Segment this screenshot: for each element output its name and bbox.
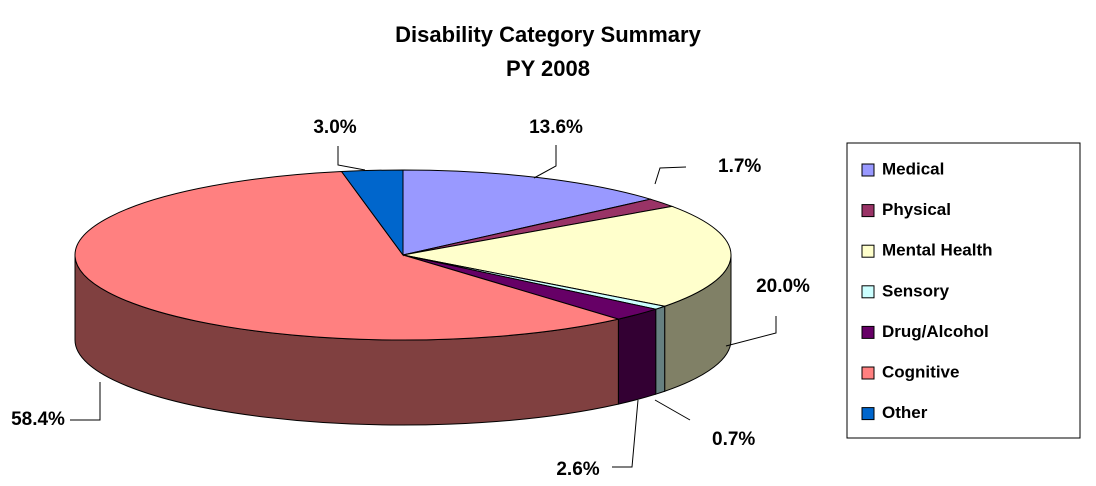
- legend-swatch: [861, 407, 875, 421]
- legend-swatch: [861, 325, 875, 339]
- legend-swatch: [861, 204, 875, 218]
- data-label: 13.6%: [529, 117, 583, 138]
- legend-swatch: [861, 285, 875, 299]
- legend-label: Physical: [882, 200, 951, 219]
- data-label: 58.4%: [11, 409, 65, 430]
- legend-box: [846, 142, 1081, 439]
- legend-swatch: [861, 163, 875, 177]
- leader-line: [533, 145, 557, 179]
- data-label: 0.7%: [712, 429, 755, 450]
- legend-swatch: [861, 366, 875, 380]
- slice-side: [617, 308, 657, 405]
- legend-label: Medical: [882, 159, 944, 178]
- slice-side: [655, 305, 666, 395]
- leader-line: [654, 399, 691, 421]
- legend-label: Other: [882, 403, 928, 422]
- leader-line: [725, 316, 777, 347]
- slice: [402, 205, 732, 307]
- legend-swatch: [861, 244, 875, 258]
- legend-label: Cognitive: [882, 362, 959, 381]
- leader-line: [337, 146, 366, 171]
- leader-line: [654, 166, 687, 185]
- legend-label: Drug/Alcohol: [882, 322, 989, 341]
- leader-line: [612, 399, 639, 468]
- slice: [340, 169, 404, 257]
- data-label: 2.6%: [556, 459, 599, 480]
- slice: [74, 170, 621, 341]
- data-label: 3.0%: [313, 117, 356, 138]
- slice: [402, 169, 653, 256]
- data-label: 20.0%: [756, 276, 810, 297]
- chart-subtitle: PY 2008: [506, 56, 590, 81]
- data-label: 1.7%: [718, 156, 761, 177]
- leader-line: [70, 382, 101, 421]
- legend-label: Sensory: [882, 281, 950, 300]
- legend-label: Mental Health: [882, 241, 993, 260]
- chart-title: Disability Category Summary: [395, 22, 701, 47]
